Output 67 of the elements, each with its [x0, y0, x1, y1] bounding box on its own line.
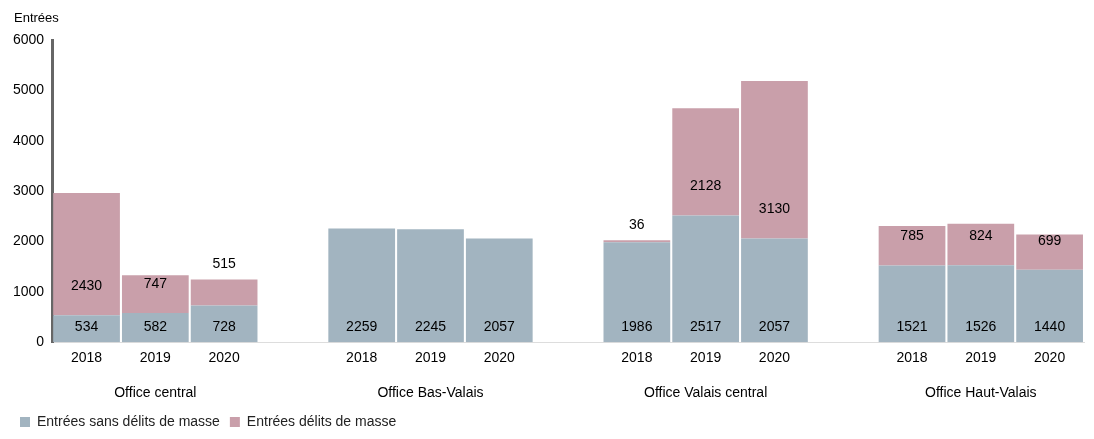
bar	[53, 315, 120, 343]
data-label: 1986	[621, 318, 653, 335]
x-tick-label: 2018	[70, 349, 103, 366]
bar	[190, 279, 258, 306]
data-label: 747	[143, 274, 168, 291]
data-label: 2430	[70, 277, 103, 294]
data-label: 2128	[690, 177, 722, 194]
x-tick-label: 2018	[346, 349, 378, 366]
data-label: 2517	[690, 318, 722, 335]
data-label: 728	[212, 318, 237, 335]
x-tick-label: 2019	[414, 349, 447, 366]
x-tick-label: 2020	[483, 349, 516, 366]
bar	[741, 80, 808, 239]
bar	[878, 265, 946, 343]
data-label: 582	[143, 318, 168, 335]
bar	[947, 265, 1015, 343]
bar	[878, 226, 946, 266]
x-tick-label: 2019	[690, 349, 722, 366]
legend-label: Entrées sans délits de masse	[37, 412, 221, 429]
x-tick-label: 2020	[208, 349, 240, 366]
data-label: 1521	[896, 318, 928, 335]
data-label: 2057	[483, 318, 516, 335]
x-tick-label: 2020	[1034, 349, 1066, 366]
data-label: 3130	[758, 200, 791, 217]
x-tick-label: 2018	[621, 349, 653, 366]
x-tick-label: 2020	[758, 349, 791, 366]
y-tick-label: 6000	[12, 30, 45, 47]
x-tick-label: 2019	[139, 349, 172, 366]
legend-label: Entrées délits de masse	[246, 412, 397, 429]
bar	[1016, 234, 1083, 270]
data-label: 2057	[758, 318, 791, 335]
text: Office central	[114, 383, 197, 400]
bar	[672, 108, 740, 216]
data-label: 699	[1037, 231, 1062, 248]
y-tick-label: 4000	[12, 131, 45, 148]
x-tick-label: 2019	[965, 349, 997, 366]
y-tick-label: 0	[36, 333, 45, 350]
bar	[1016, 269, 1083, 343]
data-label: 1526	[965, 318, 997, 335]
bar	[603, 242, 671, 343]
data-label: 2245	[414, 318, 447, 335]
bar	[53, 192, 120, 316]
data-label: 824	[969, 227, 993, 244]
data-label: 534	[74, 318, 99, 335]
y-tick-label: 5000	[12, 81, 45, 98]
text: Office Bas-Valais	[377, 383, 484, 400]
y-tick-label: 1000	[12, 282, 45, 299]
y-tick-label: 3000	[12, 181, 45, 198]
bar	[672, 215, 740, 343]
bar	[121, 275, 189, 313]
data-label: 1440	[1034, 318, 1066, 335]
bar	[465, 238, 533, 343]
y-axis-title: Entrées	[14, 9, 60, 25]
text: Office Valais central	[644, 383, 768, 400]
data-label: 2259	[346, 318, 378, 335]
y-tick-label: 2000	[12, 232, 45, 249]
data-label: 36	[629, 216, 645, 233]
bar	[741, 238, 808, 343]
text: Office Haut-Valais	[925, 383, 1037, 400]
data-label: 785	[900, 227, 924, 244]
bar	[947, 223, 1015, 266]
bar	[121, 312, 189, 343]
x-tick-label: 2018	[896, 349, 928, 366]
data-label: 515	[212, 255, 237, 272]
bar	[397, 229, 464, 343]
bar	[328, 228, 396, 343]
bar	[190, 305, 258, 343]
